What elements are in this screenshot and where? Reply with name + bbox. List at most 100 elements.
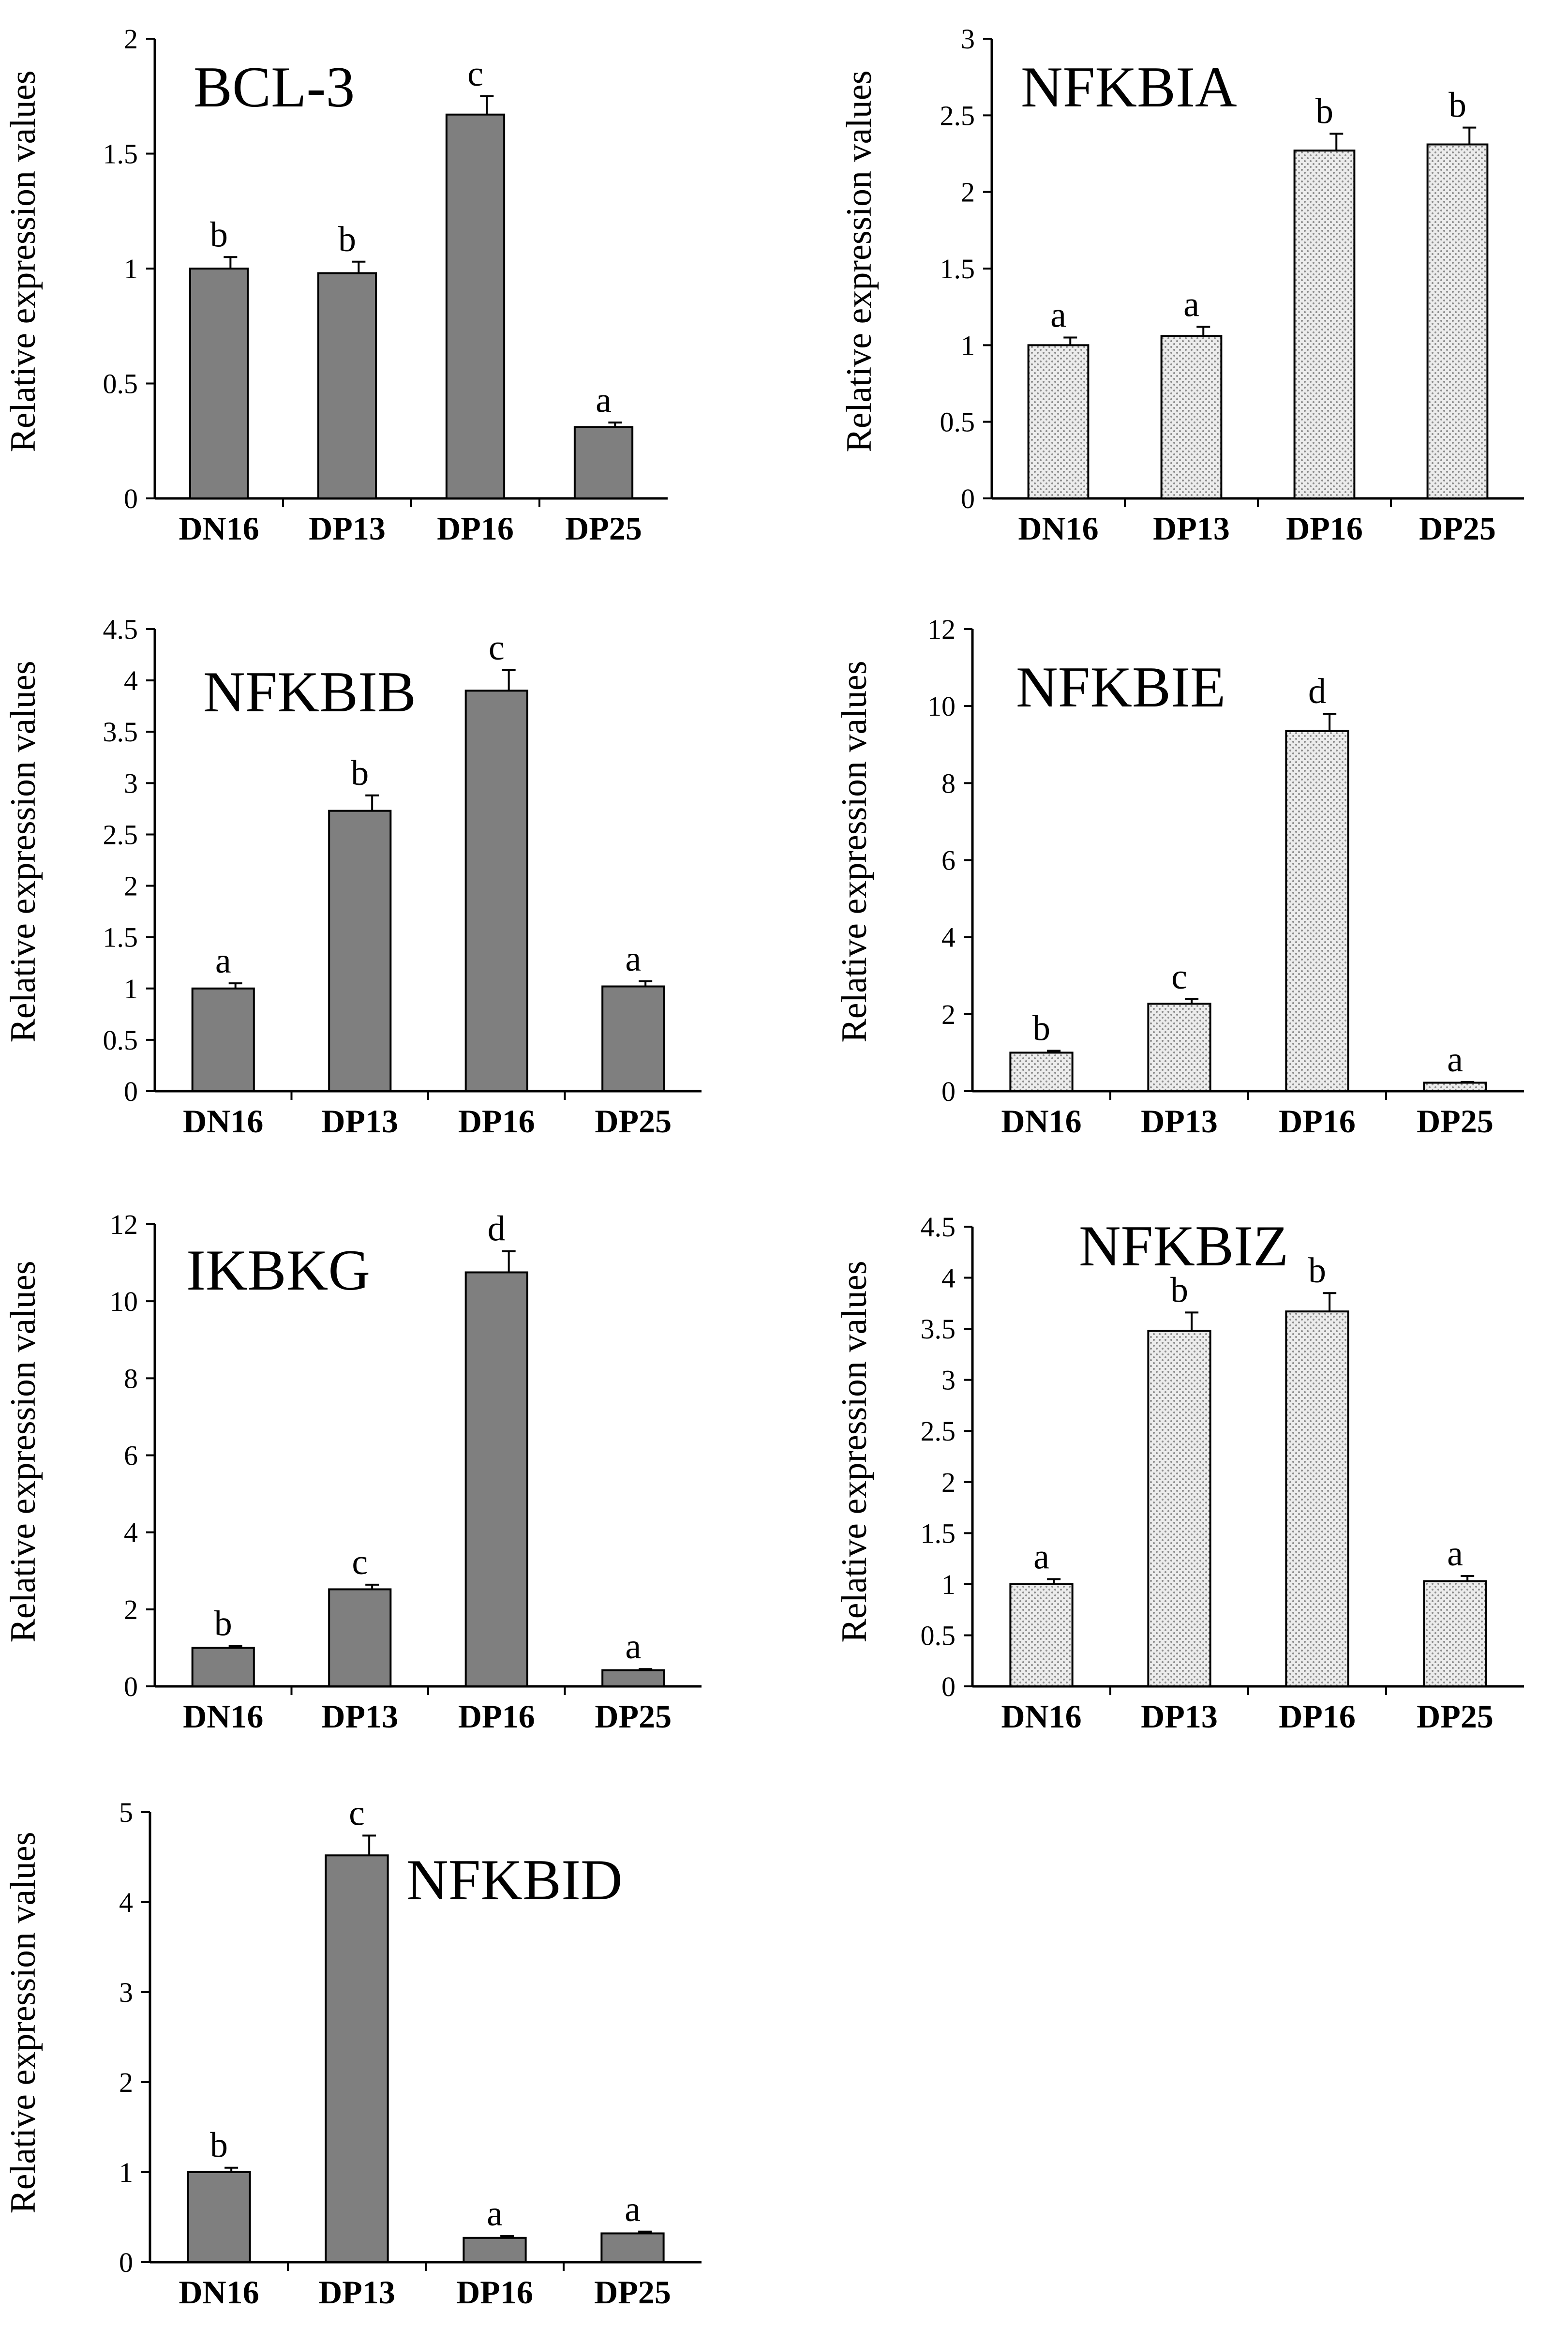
y-tick-label: 12	[110, 1209, 138, 1240]
significance-letter: a	[1033, 1537, 1049, 1577]
y-axis-label: Relative expression values	[3, 661, 43, 1042]
y-tick-label: 0.5	[921, 1620, 956, 1651]
y-tick-label: 4	[119, 1887, 133, 1918]
y-tick-label: 3	[124, 767, 138, 799]
y-tick-label: 1	[124, 973, 138, 1005]
x-category-label: DN16	[183, 1103, 263, 1140]
chart-bcl-3: 0 0.5 1 1.5 2 b DN16 b DP13 c DP16 a DP25 BCL-3 Relati…	[3, 23, 668, 547]
chart-title: IKBKG	[186, 1238, 370, 1302]
chart-ikbkg: 0 2 4 6 8 10 12 b DN16 c DP13 d DP16 a DP25 IKBKG Relati…	[3, 1209, 702, 1735]
y-tick-label: 3	[941, 1365, 956, 1396]
x-category-label: DP25	[594, 2274, 671, 2311]
significance-letter: b	[1032, 1008, 1050, 1048]
significance-letter: a	[1447, 1040, 1463, 1080]
significance-letter: a	[625, 2190, 641, 2229]
x-category-label: DN16	[1001, 1103, 1081, 1140]
bar-dp25	[1426, 143, 1489, 499]
x-category-label: DP25	[1417, 1103, 1493, 1140]
x-category-label: DP16	[1279, 1698, 1356, 1735]
y-tick-label: 6	[941, 845, 956, 876]
chart-nfkbie: 0 2 4 6 8 10 12 b DN16 c DP13 d DP16 a DP25 NFKBIE Relat…	[835, 614, 1524, 1140]
y-tick-label: 2.5	[940, 100, 975, 131]
x-category-label: DP13	[321, 1103, 398, 1140]
significance-letter: b	[210, 2126, 228, 2165]
significance-letter: a	[215, 941, 231, 981]
significance-letter: b	[1170, 1270, 1188, 1310]
x-category-label: DP16	[1286, 510, 1363, 547]
chart-nfkbia: 0 0.5 1 1.5 2 2.5 3 a DN16 a DP13 b DP16 b DP25 NFKBIA R…	[839, 23, 1524, 547]
x-category-label: DN16	[179, 510, 259, 547]
y-axis-label: Relative expression values	[835, 661, 874, 1042]
bar-dp13	[328, 810, 392, 1092]
y-axis-label: Relative expression values	[835, 1261, 874, 1642]
x-category-label: DP25	[565, 510, 642, 547]
bar-dp13	[325, 1854, 389, 2263]
x-category-label: DN16	[1001, 1698, 1081, 1735]
x-category-label: DP25	[595, 1103, 672, 1140]
x-category-label: DP13	[321, 1698, 398, 1735]
bar-dp16	[464, 1271, 528, 1688]
bar-dp16	[463, 2237, 527, 2263]
y-tick-label: 4	[941, 922, 956, 953]
significance-letter: b	[1449, 86, 1466, 125]
y-tick-label: 1	[124, 253, 138, 285]
y-tick-label: 1	[119, 2157, 133, 2188]
y-tick-label: 3.5	[103, 716, 138, 748]
significance-letter: a	[1183, 285, 1199, 324]
chart-nfkbib: 0 0.5 1 1.5 2 2.5 3 3.5 4 4.5 a DN16 b DP13 c DP16 a DP25…	[3, 614, 702, 1140]
bar-dp25	[573, 426, 634, 499]
y-tick-label: 2	[961, 177, 975, 208]
x-category-label: DP25	[1419, 510, 1496, 547]
y-tick-label: 3	[119, 1977, 133, 2008]
bar-dp25	[600, 2232, 665, 2263]
significance-letter: b	[214, 1604, 232, 1643]
y-tick-label: 0	[941, 1671, 956, 1702]
y-tick-label: 2	[941, 1467, 956, 1498]
significance-letter: b	[1315, 91, 1333, 131]
y-tick-label: 2	[124, 23, 138, 55]
bar-dp25	[601, 985, 665, 1092]
y-tick-label: 5	[119, 1797, 133, 1828]
x-category-label: DP16	[1279, 1103, 1356, 1140]
x-category-label: DP13	[1141, 1103, 1218, 1140]
significance-letter: c	[467, 54, 483, 94]
bar-dp25	[1423, 1081, 1487, 1093]
significance-letter: d	[488, 1209, 506, 1249]
significance-letter: c	[489, 628, 505, 668]
bar-dp16	[1293, 150, 1356, 499]
y-tick-label: 0	[961, 483, 975, 514]
x-category-label: DP16	[456, 2274, 533, 2311]
y-tick-label: 1.5	[103, 138, 138, 170]
significance-letter: a	[1447, 1534, 1463, 1574]
y-tick-label: 2.5	[103, 819, 138, 850]
y-tick-label: 4	[941, 1262, 956, 1294]
y-tick-label: 8	[124, 1363, 138, 1394]
chart-title: NFKBIA	[1021, 55, 1237, 119]
y-tick-label: 1.5	[103, 922, 138, 953]
y-axis-label: Relative expression values	[3, 70, 43, 452]
x-category-label: DP13	[1153, 510, 1230, 547]
y-axis-label: Relative expression values	[3, 1261, 43, 1642]
significance-letter: a	[596, 380, 612, 420]
significance-letter: a	[625, 939, 641, 979]
significance-letter: b	[338, 220, 356, 259]
significance-letter: b	[1308, 1251, 1326, 1291]
bar-dp25	[1423, 1580, 1487, 1688]
x-category-label: DN16	[179, 2274, 259, 2311]
bar-dn16	[187, 2171, 251, 2263]
y-tick-label: 0	[124, 1671, 138, 1702]
significance-letter: a	[1050, 296, 1066, 335]
bar-dp16	[1285, 730, 1349, 1093]
y-tick-label: 10	[110, 1286, 138, 1317]
y-tick-label: 0.5	[103, 368, 138, 400]
x-category-label: DN16	[183, 1698, 263, 1735]
y-axis-label: Relative expression values	[3, 1832, 43, 2213]
y-tick-label: 4	[124, 665, 138, 696]
x-category-label: DP16	[458, 1698, 535, 1735]
significance-letter: c	[352, 1543, 368, 1582]
y-tick-label: 8	[941, 767, 956, 799]
bar-dp13	[317, 272, 377, 499]
bar-dp16	[445, 113, 506, 499]
significance-letter: b	[351, 753, 369, 793]
bar-dp13	[1147, 1003, 1211, 1093]
